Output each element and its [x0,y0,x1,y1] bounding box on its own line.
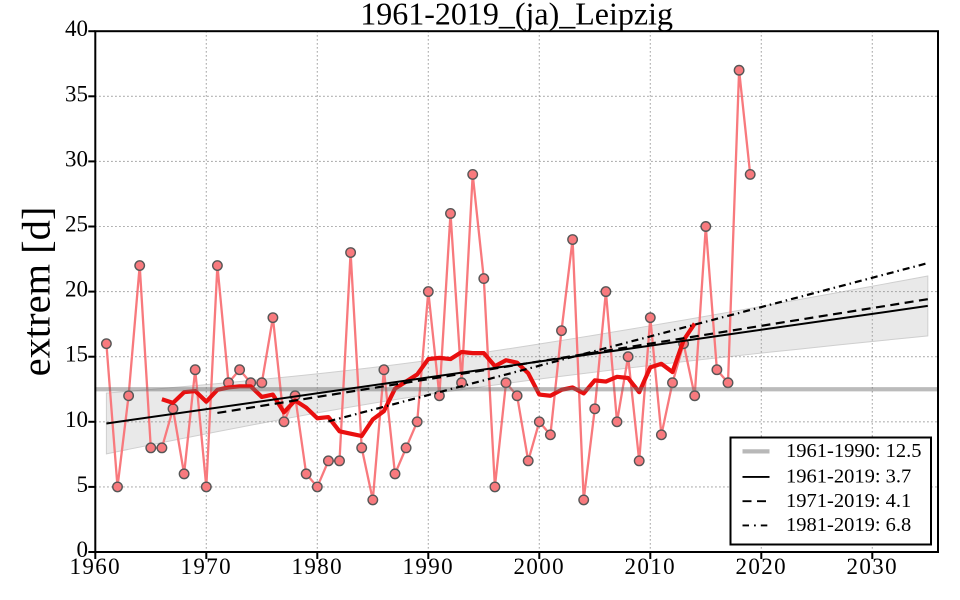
svg-text:extrem [d]: extrem [d] [14,207,59,377]
svg-text:1971-2019: 4.1: 1971-2019: 4.1 [786,490,911,512]
svg-text:20: 20 [65,277,88,302]
svg-text:1970: 1970 [180,554,232,579]
svg-text:2020: 2020 [735,554,787,579]
svg-text:1961-2019: 3.7: 1961-2019: 3.7 [786,466,911,488]
svg-text:1990: 1990 [402,554,454,579]
svg-text:2030: 2030 [846,554,898,579]
svg-text:1961-2019_(ja)_Leipzig: 1961-2019_(ja)_Leipzig [360,0,673,32]
svg-text:5: 5 [77,472,89,497]
svg-text:1981-2019: 6.8: 1981-2019: 6.8 [786,514,911,536]
svg-text:1980: 1980 [291,554,343,579]
svg-text:1960: 1960 [69,554,121,579]
svg-text:40: 40 [65,16,88,41]
svg-text:0: 0 [77,537,89,562]
svg-text:2000: 2000 [513,554,565,579]
svg-text:1961-1990: 12.5: 1961-1990: 12.5 [786,440,922,462]
svg-text:25: 25 [65,212,88,237]
svg-text:10: 10 [65,407,88,432]
svg-text:35: 35 [65,81,88,106]
svg-text:30: 30 [65,146,88,171]
svg-text:2010: 2010 [624,554,676,579]
svg-text:15: 15 [65,342,88,367]
